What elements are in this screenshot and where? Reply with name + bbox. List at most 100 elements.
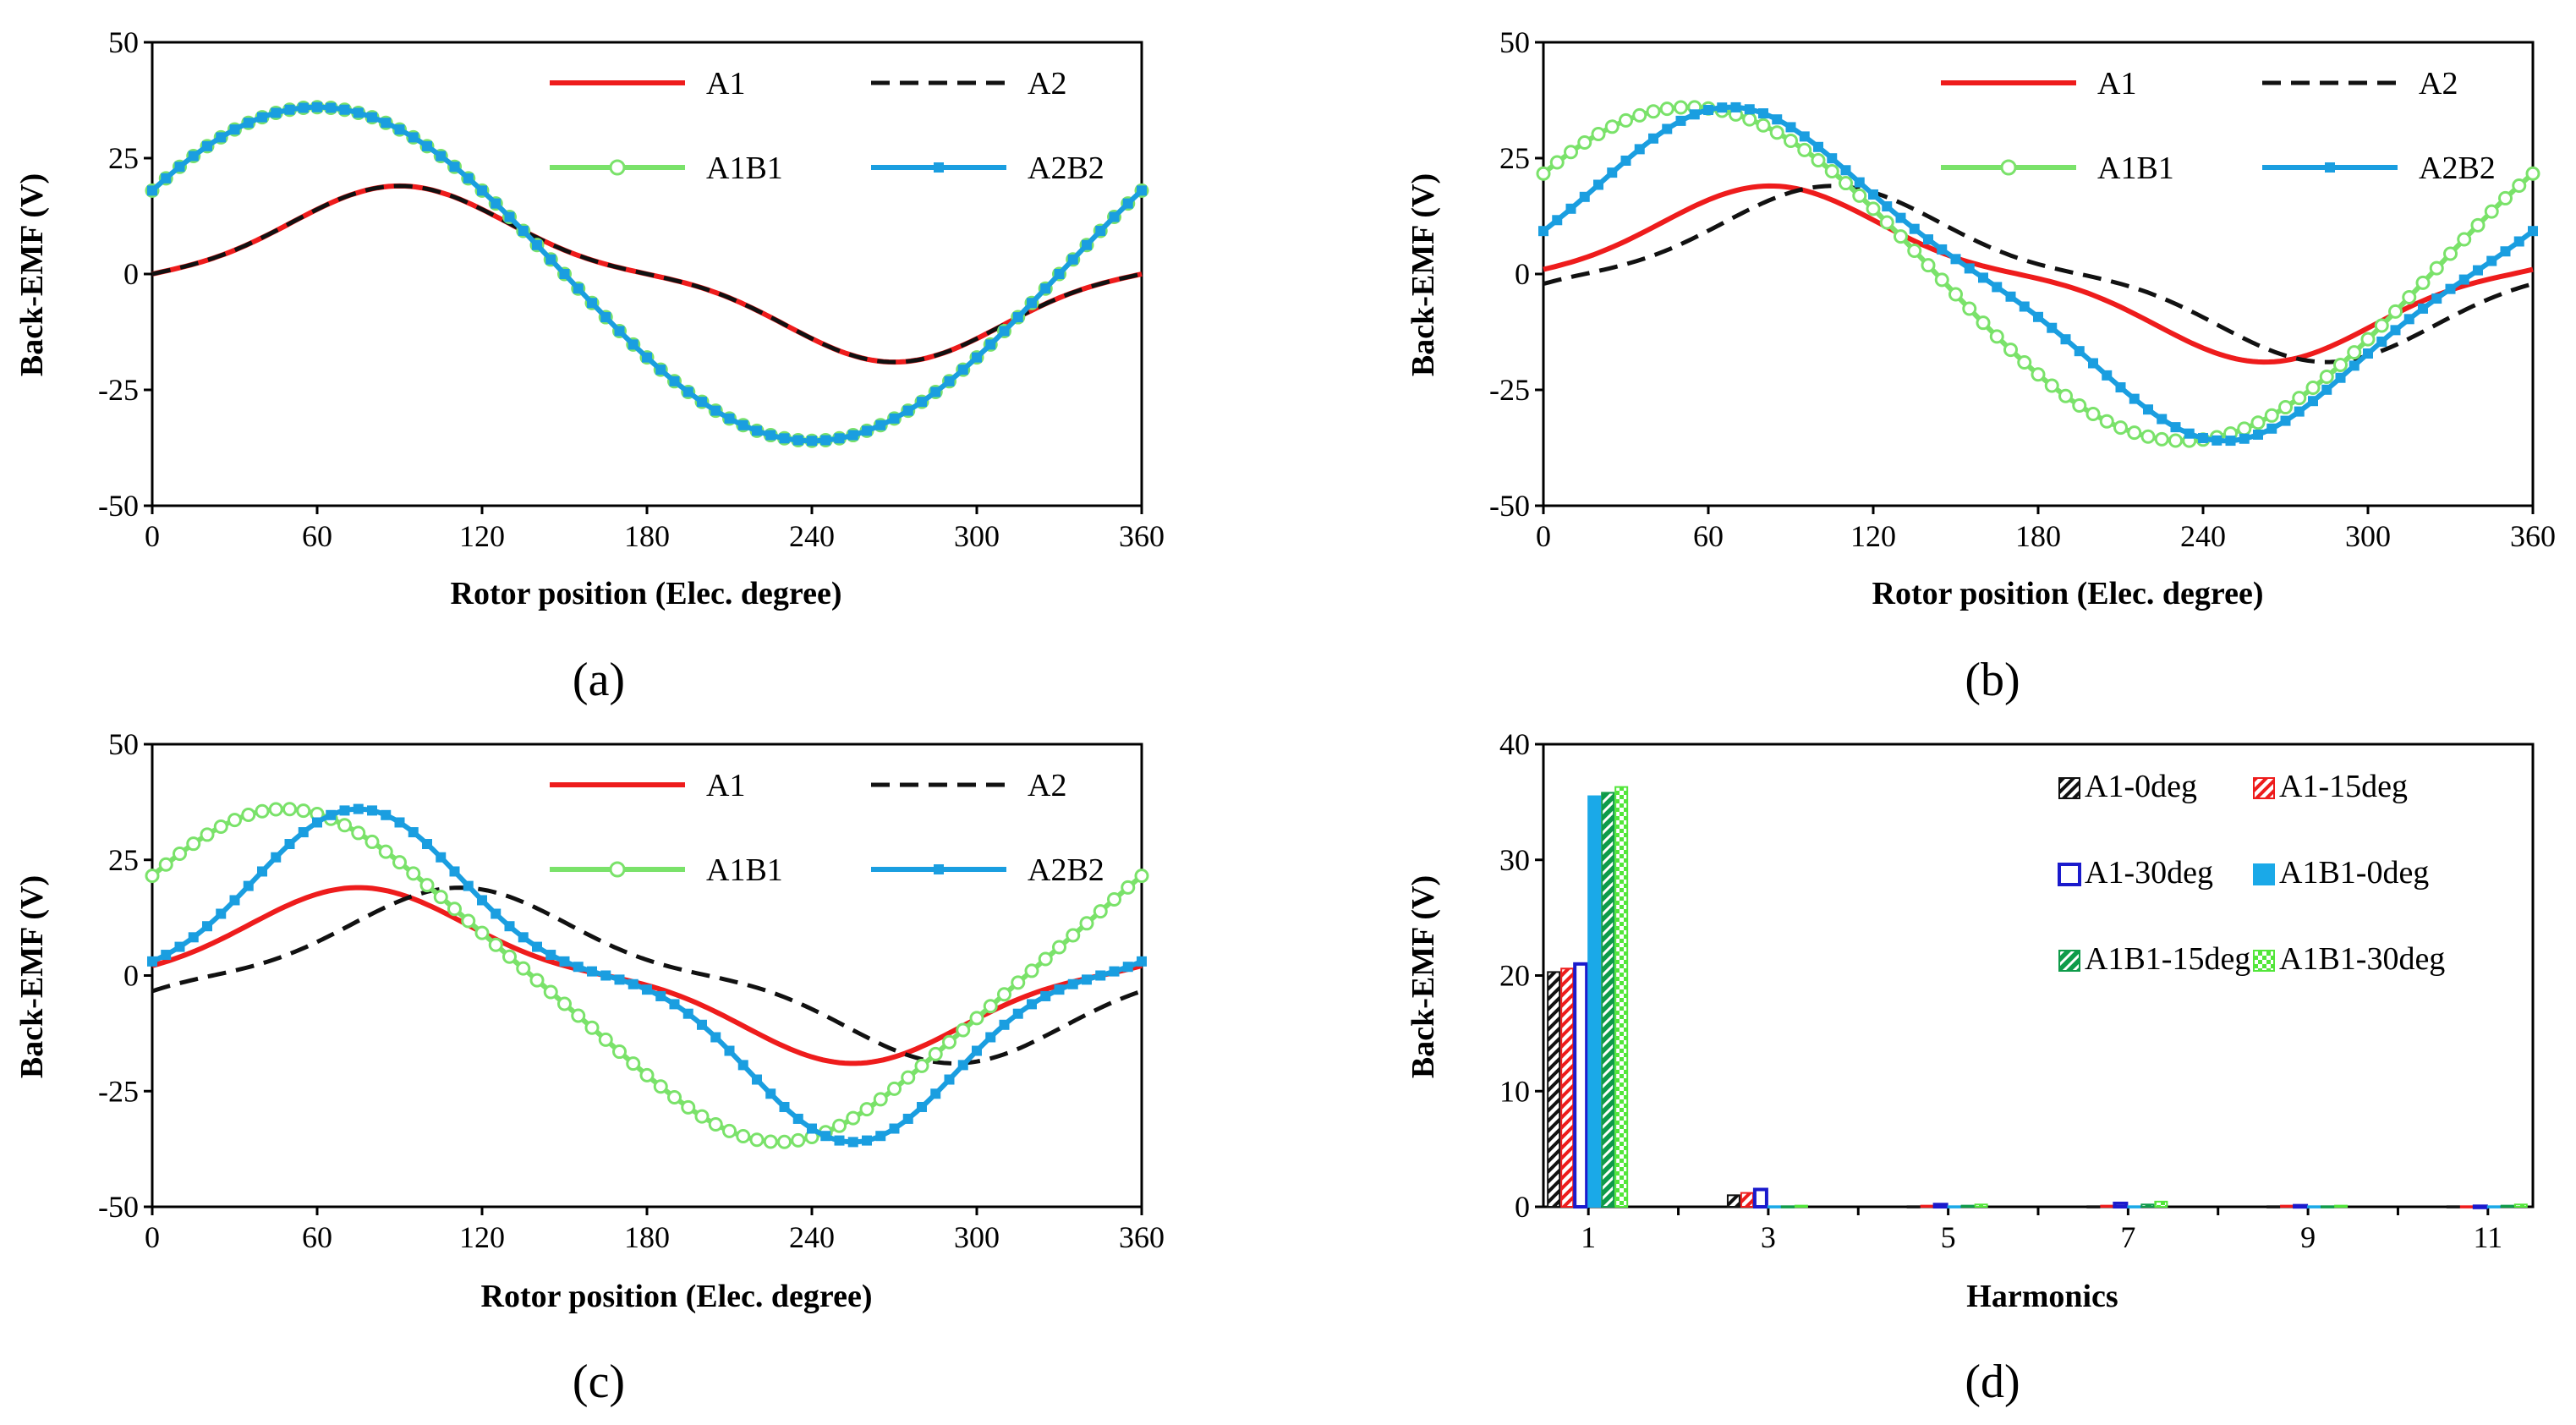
legend-label: A1B1-15deg xyxy=(2085,941,2250,977)
legend-marker xyxy=(609,861,626,878)
data-point xyxy=(1137,956,1147,967)
data-point xyxy=(2044,378,2059,393)
data-point xyxy=(337,818,352,833)
data-point xyxy=(846,1110,861,1126)
data-point xyxy=(1538,226,1548,237)
plot-area-d: 0 10 20 30 40 1 3 5 7 9 11 A1-0deg A1-15deg A1-30deg A… xyxy=(1499,727,2535,1254)
data-point xyxy=(2127,425,2142,441)
data-point xyxy=(1989,329,2004,344)
y-tick-label: 0 xyxy=(123,959,139,993)
data-point xyxy=(628,978,639,989)
data-point xyxy=(653,1079,668,1094)
data-point xyxy=(2374,318,2389,333)
data-point xyxy=(161,173,172,184)
bar-a1b1-15deg-h5 xyxy=(1960,1204,1975,1209)
data-point xyxy=(791,1132,806,1148)
x-axis-label-b: Rotor position (Elec. degree) xyxy=(1872,576,2264,611)
data-point xyxy=(2473,265,2483,276)
data-point xyxy=(268,802,283,817)
data-point xyxy=(862,1135,872,1146)
legend-label: A1-30deg xyxy=(2085,855,2213,891)
bar-a1-0deg-h5 xyxy=(1906,1205,1921,1209)
data-point xyxy=(436,151,447,162)
legend-label: A2B2 xyxy=(2419,151,2496,186)
data-point xyxy=(174,162,185,173)
data-point xyxy=(449,866,460,877)
y-tick-label: -25 xyxy=(98,1074,139,1108)
bar-a1b1-15deg-h1 xyxy=(1601,792,1615,1208)
x-tick-label: 7 xyxy=(2120,1220,2135,1254)
data-point xyxy=(422,140,432,151)
data-point xyxy=(351,825,366,841)
data-point xyxy=(697,1019,707,1030)
x-tick-label: 60 xyxy=(1693,519,1724,553)
data-point xyxy=(969,1011,984,1026)
legend-entry-a2b2: A2B2 xyxy=(2262,151,2496,186)
data-point xyxy=(257,112,267,123)
data-point xyxy=(2498,190,2513,206)
data-point xyxy=(255,803,270,819)
data-point xyxy=(463,173,474,184)
x-axis-label-a: Rotor position (Elec. degree) xyxy=(451,576,842,611)
data-point xyxy=(639,1067,655,1082)
data-point xyxy=(394,124,405,135)
legend-entry-a2b2: A2B2 xyxy=(871,852,1104,888)
data-point xyxy=(1882,201,1893,212)
data-point xyxy=(1646,104,1661,119)
data-point xyxy=(2072,397,2087,413)
data-point xyxy=(2031,367,2046,382)
data-point xyxy=(216,908,227,919)
data-point xyxy=(902,405,913,416)
data-point xyxy=(2264,408,2279,423)
data-point xyxy=(2443,246,2458,261)
chart-panel-b: -50 -25 0 25 50 0 60 120 180 240 300 360 A1 A2 A1B1 A2B… xyxy=(1406,25,2556,706)
chart-panel-c: -50 -25 0 25 50 0 60 120 180 240 300 360 A1 A2 A1B1 A2B… xyxy=(14,727,1165,1408)
x-tick-label: 300 xyxy=(2345,519,2391,553)
bar-a1-15deg-h1 xyxy=(1560,967,1575,1209)
data-point xyxy=(381,118,392,129)
data-point xyxy=(1012,1008,1023,1019)
data-point xyxy=(2266,423,2277,434)
data-point xyxy=(1921,258,1936,273)
data-point xyxy=(957,364,968,375)
data-point xyxy=(873,1092,888,1107)
data-point xyxy=(694,1109,710,1124)
series-line-a1 xyxy=(1543,183,2534,365)
x-tick-label: 120 xyxy=(1850,519,1896,553)
data-point xyxy=(1744,104,1755,115)
y-tick-label: 30 xyxy=(1499,843,1530,877)
data-point xyxy=(1107,891,1121,907)
data-point xyxy=(887,1081,902,1096)
data-point xyxy=(1109,966,1120,977)
y-tick-label: -25 xyxy=(1489,373,1530,407)
data-point xyxy=(298,827,309,838)
data-point xyxy=(765,1088,776,1099)
data-point xyxy=(1134,869,1149,884)
data-point xyxy=(708,1116,723,1132)
bar-a1b1-0deg-h1 xyxy=(1587,795,1602,1208)
data-point xyxy=(942,1034,956,1050)
data-point xyxy=(461,913,476,929)
legend-label: A1B1-30deg xyxy=(2279,941,2445,977)
data-point xyxy=(930,1088,941,1099)
data-point xyxy=(600,970,611,981)
data-point xyxy=(463,880,474,891)
data-point xyxy=(516,961,531,976)
data-point xyxy=(1923,234,1933,245)
data-point xyxy=(1852,188,1867,203)
data-point xyxy=(1066,928,1081,943)
data-point xyxy=(1797,142,1812,157)
data-point xyxy=(612,1044,627,1060)
data-point xyxy=(614,326,625,337)
data-point xyxy=(557,996,572,1011)
data-point xyxy=(312,101,322,112)
x-tick-label: 60 xyxy=(302,1220,332,1254)
data-point xyxy=(2250,415,2266,430)
data-point xyxy=(532,941,542,952)
x-tick-label: 0 xyxy=(145,519,160,553)
data-point xyxy=(529,973,545,988)
legend-marker xyxy=(2000,159,2017,176)
legend-entry-a2: A2 xyxy=(871,768,1066,803)
data-point xyxy=(752,425,762,436)
y-tick-label: 50 xyxy=(108,727,139,761)
